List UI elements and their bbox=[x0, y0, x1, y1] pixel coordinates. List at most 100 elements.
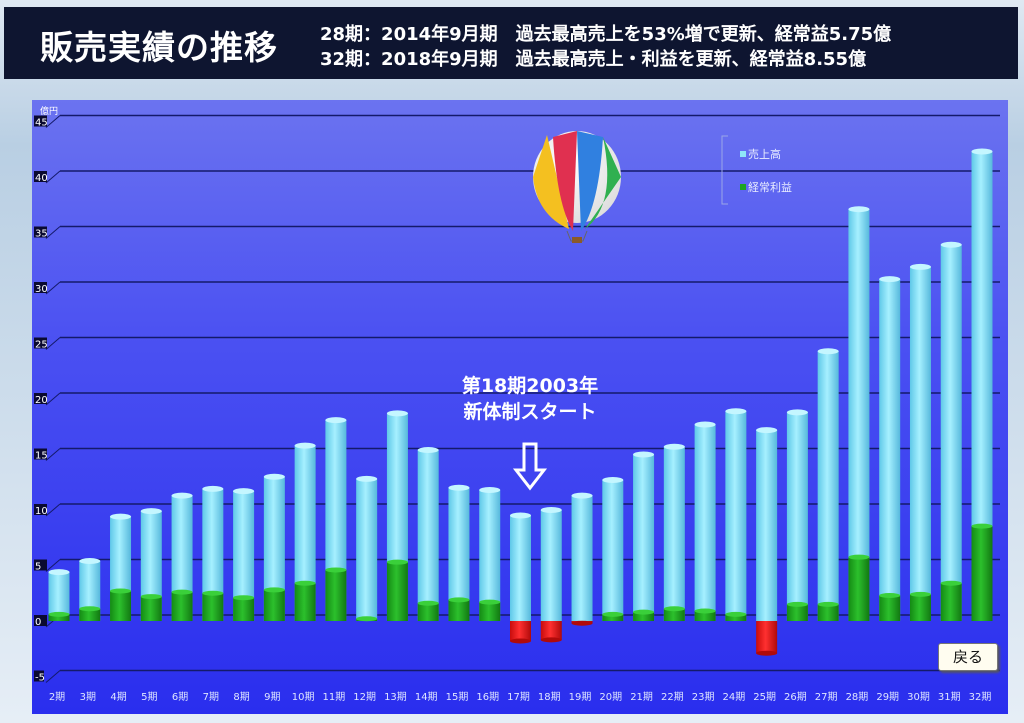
bar-sales bbox=[448, 487, 470, 621]
bar-profit-top bbox=[663, 606, 685, 612]
y-tick-bg bbox=[34, 171, 47, 182]
bar-profit-top bbox=[110, 588, 132, 594]
x-tick-label: 23期 bbox=[692, 691, 715, 703]
note-32: 32期：2018年9月期 過去最高売上・利益を更新、経常益8.55億 bbox=[320, 49, 867, 70]
y-tick-label: 25 bbox=[35, 340, 48, 351]
bar-sales bbox=[356, 478, 378, 621]
bar-sales bbox=[725, 411, 747, 621]
balloon-icon bbox=[533, 131, 621, 243]
bar-sales-top bbox=[386, 410, 408, 417]
down-arrow-icon bbox=[512, 442, 548, 491]
bar-profit-top bbox=[386, 559, 408, 565]
bar-sales bbox=[756, 430, 778, 621]
legend-sales: 売上高 bbox=[748, 147, 781, 161]
bar-sales bbox=[971, 151, 993, 621]
bar-sales bbox=[171, 495, 193, 621]
x-tick-label: 5期 bbox=[141, 691, 157, 703]
x-tick-label: 3期 bbox=[80, 691, 96, 703]
x-tick-label: 15期 bbox=[446, 691, 469, 703]
header-banner: 販売実績の推移 28期：2014年9月期 過去最高売上を53%増で更新、経常益5… bbox=[4, 7, 1018, 79]
bar-profit bbox=[417, 603, 439, 621]
x-tick-label: 18期 bbox=[538, 691, 561, 703]
x-tick-label: 6期 bbox=[172, 691, 188, 703]
bar-profit bbox=[940, 583, 962, 621]
x-tick-label: 20期 bbox=[599, 691, 622, 703]
bar-profit bbox=[140, 596, 162, 621]
legend-swatch-sales bbox=[740, 151, 746, 157]
bar-sales-top bbox=[79, 558, 101, 565]
x-tick-label: 10期 bbox=[292, 691, 315, 703]
page-title: 販売実績の推移 bbox=[40, 28, 278, 67]
x-tick-label: 28期 bbox=[846, 691, 869, 703]
bar-sales-top bbox=[756, 427, 778, 434]
bar-profit-top bbox=[879, 592, 901, 598]
gridline-edge bbox=[45, 670, 61, 683]
bar-loss bbox=[510, 621, 531, 641]
y-tick-label: 35 bbox=[35, 229, 48, 240]
y-tick-bg bbox=[34, 337, 47, 349]
x-tick-label: 11期 bbox=[323, 691, 346, 703]
bar-sales-top bbox=[171, 492, 193, 499]
x-tick-label: 25期 bbox=[753, 691, 776, 703]
bar-profit bbox=[694, 611, 716, 621]
bar-sales-top bbox=[479, 487, 501, 494]
back-button[interactable]: 戻る bbox=[938, 643, 998, 671]
x-tick-label: 29期 bbox=[876, 691, 899, 703]
bar-sales bbox=[571, 495, 593, 621]
x-tick-label: 2期 bbox=[49, 691, 65, 703]
bar-profit-top bbox=[294, 580, 316, 586]
bar-sales bbox=[510, 515, 531, 621]
bar-sales-top bbox=[448, 484, 470, 491]
bar-profit bbox=[602, 614, 624, 621]
bar-profit-top bbox=[48, 611, 70, 617]
bar-sales bbox=[909, 266, 931, 621]
y-tick-bg bbox=[34, 393, 47, 404]
bar-profit-top bbox=[848, 554, 870, 560]
bar-profit-top bbox=[909, 591, 931, 597]
legend-profit: 経常利益 bbox=[748, 180, 792, 194]
bar-profit-top bbox=[971, 523, 993, 529]
gridline-edge bbox=[45, 115, 61, 128]
bar-sales bbox=[817, 351, 839, 621]
bar-sales bbox=[263, 476, 285, 621]
bar-profit bbox=[633, 612, 655, 621]
bar-profit-top bbox=[694, 608, 716, 614]
annotation-line1: 第18期2003年 bbox=[462, 374, 598, 397]
bar-profit bbox=[786, 604, 808, 621]
bar-sales-top bbox=[540, 507, 562, 513]
bar-loss-bottom bbox=[510, 638, 531, 644]
bar-profit-top bbox=[725, 611, 747, 617]
bar-profit bbox=[79, 608, 101, 621]
bar-sales-top bbox=[663, 443, 685, 450]
x-tick-label: 14期 bbox=[415, 691, 438, 703]
bar-sales-top bbox=[694, 421, 716, 428]
x-tick-label: 9期 bbox=[264, 691, 280, 703]
y-tick-bg bbox=[34, 559, 47, 571]
bar-sales-top bbox=[202, 485, 224, 492]
y-tick-bg bbox=[34, 226, 47, 238]
y-tick-bg bbox=[34, 115, 47, 127]
bar-sales bbox=[233, 491, 255, 621]
bar-profit bbox=[479, 602, 501, 621]
bar-sales-top bbox=[633, 451, 655, 458]
bar-sales-top bbox=[110, 513, 132, 520]
x-tick-label: 21期 bbox=[630, 691, 653, 703]
bar-sales-top bbox=[786, 409, 808, 416]
y-tick-label: 5 bbox=[35, 562, 41, 573]
legend-swatch-profit bbox=[740, 184, 746, 190]
bar-sales-top bbox=[971, 148, 993, 155]
bar-profit-top bbox=[356, 616, 378, 622]
bar-sales bbox=[848, 209, 870, 621]
bar-sales-top bbox=[725, 408, 747, 415]
bar-sales-top bbox=[263, 473, 285, 480]
bar-profit-top bbox=[263, 587, 285, 593]
bar-sales-top bbox=[817, 348, 839, 355]
y-axis-unit: 億円 bbox=[40, 105, 58, 117]
bar-sales-top bbox=[48, 569, 70, 576]
gridline-edge bbox=[45, 170, 61, 184]
bar-sales bbox=[417, 450, 439, 621]
bar-sales-top bbox=[233, 488, 255, 495]
bar-profit bbox=[202, 593, 224, 621]
bar-profit bbox=[909, 594, 931, 621]
bar-sales bbox=[663, 446, 685, 621]
